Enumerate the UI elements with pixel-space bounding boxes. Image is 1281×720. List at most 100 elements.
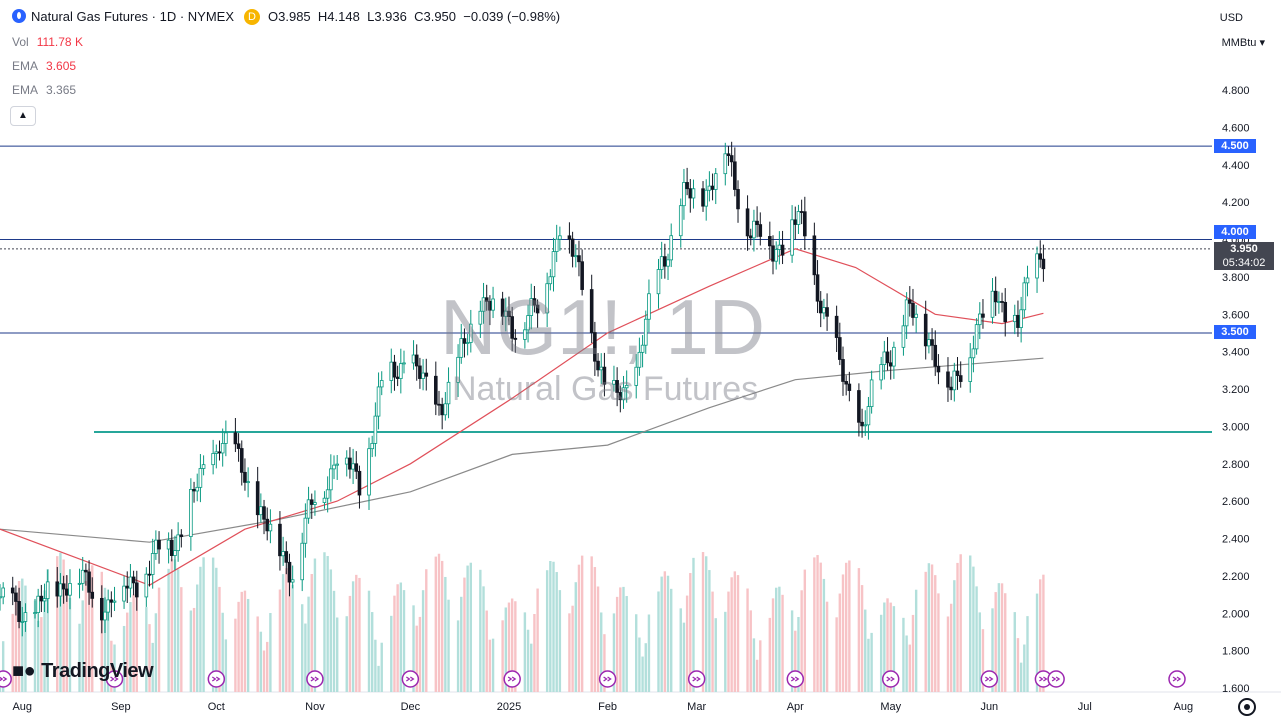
candle-body[interactable] xyxy=(376,386,381,417)
candle-body[interactable] xyxy=(968,357,973,382)
candle-body[interactable] xyxy=(993,290,998,303)
candle-body[interactable] xyxy=(640,344,645,353)
candle-body[interactable] xyxy=(395,376,400,379)
candle-body[interactable] xyxy=(710,185,715,190)
candle-body[interactable] xyxy=(1000,301,1004,303)
candle-body[interactable] xyxy=(128,576,133,589)
candle-body[interactable] xyxy=(1016,314,1020,328)
candle-body[interactable] xyxy=(729,155,734,163)
candle-body[interactable] xyxy=(491,298,495,311)
candle-body[interactable] xyxy=(189,488,193,537)
market-status-badge[interactable]: D xyxy=(244,9,260,25)
candle-body[interactable] xyxy=(841,359,845,382)
candle-body[interactable] xyxy=(513,337,518,340)
candle-body[interactable] xyxy=(217,451,222,454)
candle-body[interactable] xyxy=(637,351,642,368)
candle-body[interactable] xyxy=(134,582,139,598)
candle-body[interactable] xyxy=(596,360,600,371)
candle-body[interactable] xyxy=(818,300,823,314)
candle-body[interactable] xyxy=(573,255,578,258)
candle-body[interactable] xyxy=(65,588,69,596)
candle-body[interactable] xyxy=(666,259,670,267)
candle-body[interactable] xyxy=(440,404,444,416)
candle-body[interactable] xyxy=(131,576,136,584)
candle-body[interactable] xyxy=(733,161,737,190)
candle-body[interactable] xyxy=(825,307,829,317)
candle-body[interactable] xyxy=(1022,282,1027,311)
candle-body[interactable] xyxy=(545,283,549,314)
candle-body[interactable] xyxy=(647,293,651,320)
candle-body[interactable] xyxy=(220,443,225,454)
candle-body[interactable] xyxy=(888,362,893,367)
candle-body[interactable] xyxy=(106,599,110,613)
candle-body[interactable] xyxy=(192,488,196,492)
ema-fast-line[interactable] xyxy=(0,248,1044,586)
candle-body[interactable] xyxy=(526,315,530,331)
candle-body[interactable] xyxy=(860,421,864,427)
candle-body[interactable] xyxy=(176,534,180,552)
candle-body[interactable] xyxy=(87,571,91,593)
candle-body[interactable] xyxy=(847,383,852,391)
candle-body[interactable] xyxy=(373,415,378,444)
candle-body[interactable] xyxy=(465,342,470,344)
candle-body[interactable] xyxy=(682,182,686,207)
candle-body[interactable] xyxy=(577,255,581,263)
candle-body[interactable] xyxy=(456,356,460,383)
candle-body[interactable] xyxy=(265,518,270,532)
candle-body[interactable] xyxy=(669,235,674,261)
candle-body[interactable] xyxy=(1019,309,1023,328)
candle-body[interactable] xyxy=(354,463,359,472)
collapse-legend-button[interactable]: ▲ xyxy=(10,106,36,126)
candle-body[interactable] xyxy=(946,371,950,388)
candle-body[interactable] xyxy=(179,534,184,537)
candle-body[interactable] xyxy=(262,506,266,520)
candle-body[interactable] xyxy=(593,332,597,362)
candle-body[interactable] xyxy=(112,600,117,603)
candle-body[interactable] xyxy=(446,381,451,405)
candle-body[interactable] xyxy=(246,481,250,484)
candle-body[interactable] xyxy=(554,238,559,252)
candle-body[interactable] xyxy=(933,344,938,367)
candle-body[interactable] xyxy=(154,539,158,554)
candle-body[interactable] xyxy=(224,432,228,444)
candle-body[interactable] xyxy=(278,523,282,557)
candle-body[interactable] xyxy=(329,468,333,491)
candle-body[interactable] xyxy=(774,249,778,262)
candle-body[interactable] xyxy=(882,351,887,366)
candle-body[interactable] xyxy=(532,298,537,306)
candle-body[interactable] xyxy=(90,591,95,599)
volume-indicator[interactable]: Vol 111.78 K xyxy=(12,35,83,49)
candle-body[interactable] xyxy=(707,185,712,191)
candle-body[interactable] xyxy=(602,366,607,385)
candle-body[interactable] xyxy=(348,457,352,470)
price-axis[interactable] xyxy=(1212,0,1281,720)
candle-body[interactable] xyxy=(723,153,728,175)
candle-body[interactable] xyxy=(195,486,200,492)
candle-body[interactable] xyxy=(936,365,941,373)
candle-body[interactable] xyxy=(1,587,5,598)
candle-body[interactable] xyxy=(624,384,629,389)
candle-body[interactable] xyxy=(907,299,912,304)
candle-body[interactable] xyxy=(634,366,639,386)
candle-body[interactable] xyxy=(99,597,104,621)
candle-body[interactable] xyxy=(10,587,15,594)
candle-body[interactable] xyxy=(281,551,285,557)
candle-body[interactable] xyxy=(351,463,355,470)
candle-body[interactable] xyxy=(125,585,130,589)
candle-body[interactable] xyxy=(469,323,473,343)
candle-body[interactable] xyxy=(411,354,416,364)
candle-body[interactable] xyxy=(367,448,371,496)
candle-body[interactable] xyxy=(1012,314,1017,323)
candle-body[interactable] xyxy=(236,443,241,449)
candle-body[interactable] xyxy=(822,307,826,314)
candle-body[interactable] xyxy=(834,315,839,338)
candle-body[interactable] xyxy=(150,553,155,575)
candle-body[interactable] xyxy=(84,569,88,573)
candle-body[interactable] xyxy=(306,499,311,519)
candle-body[interactable] xyxy=(1003,301,1008,323)
candle-body[interactable] xyxy=(904,299,909,327)
candle-body[interactable] xyxy=(615,380,619,393)
candle-body[interactable] xyxy=(529,298,534,316)
candle-body[interactable] xyxy=(344,457,349,465)
candle-body[interactable] xyxy=(771,245,775,262)
